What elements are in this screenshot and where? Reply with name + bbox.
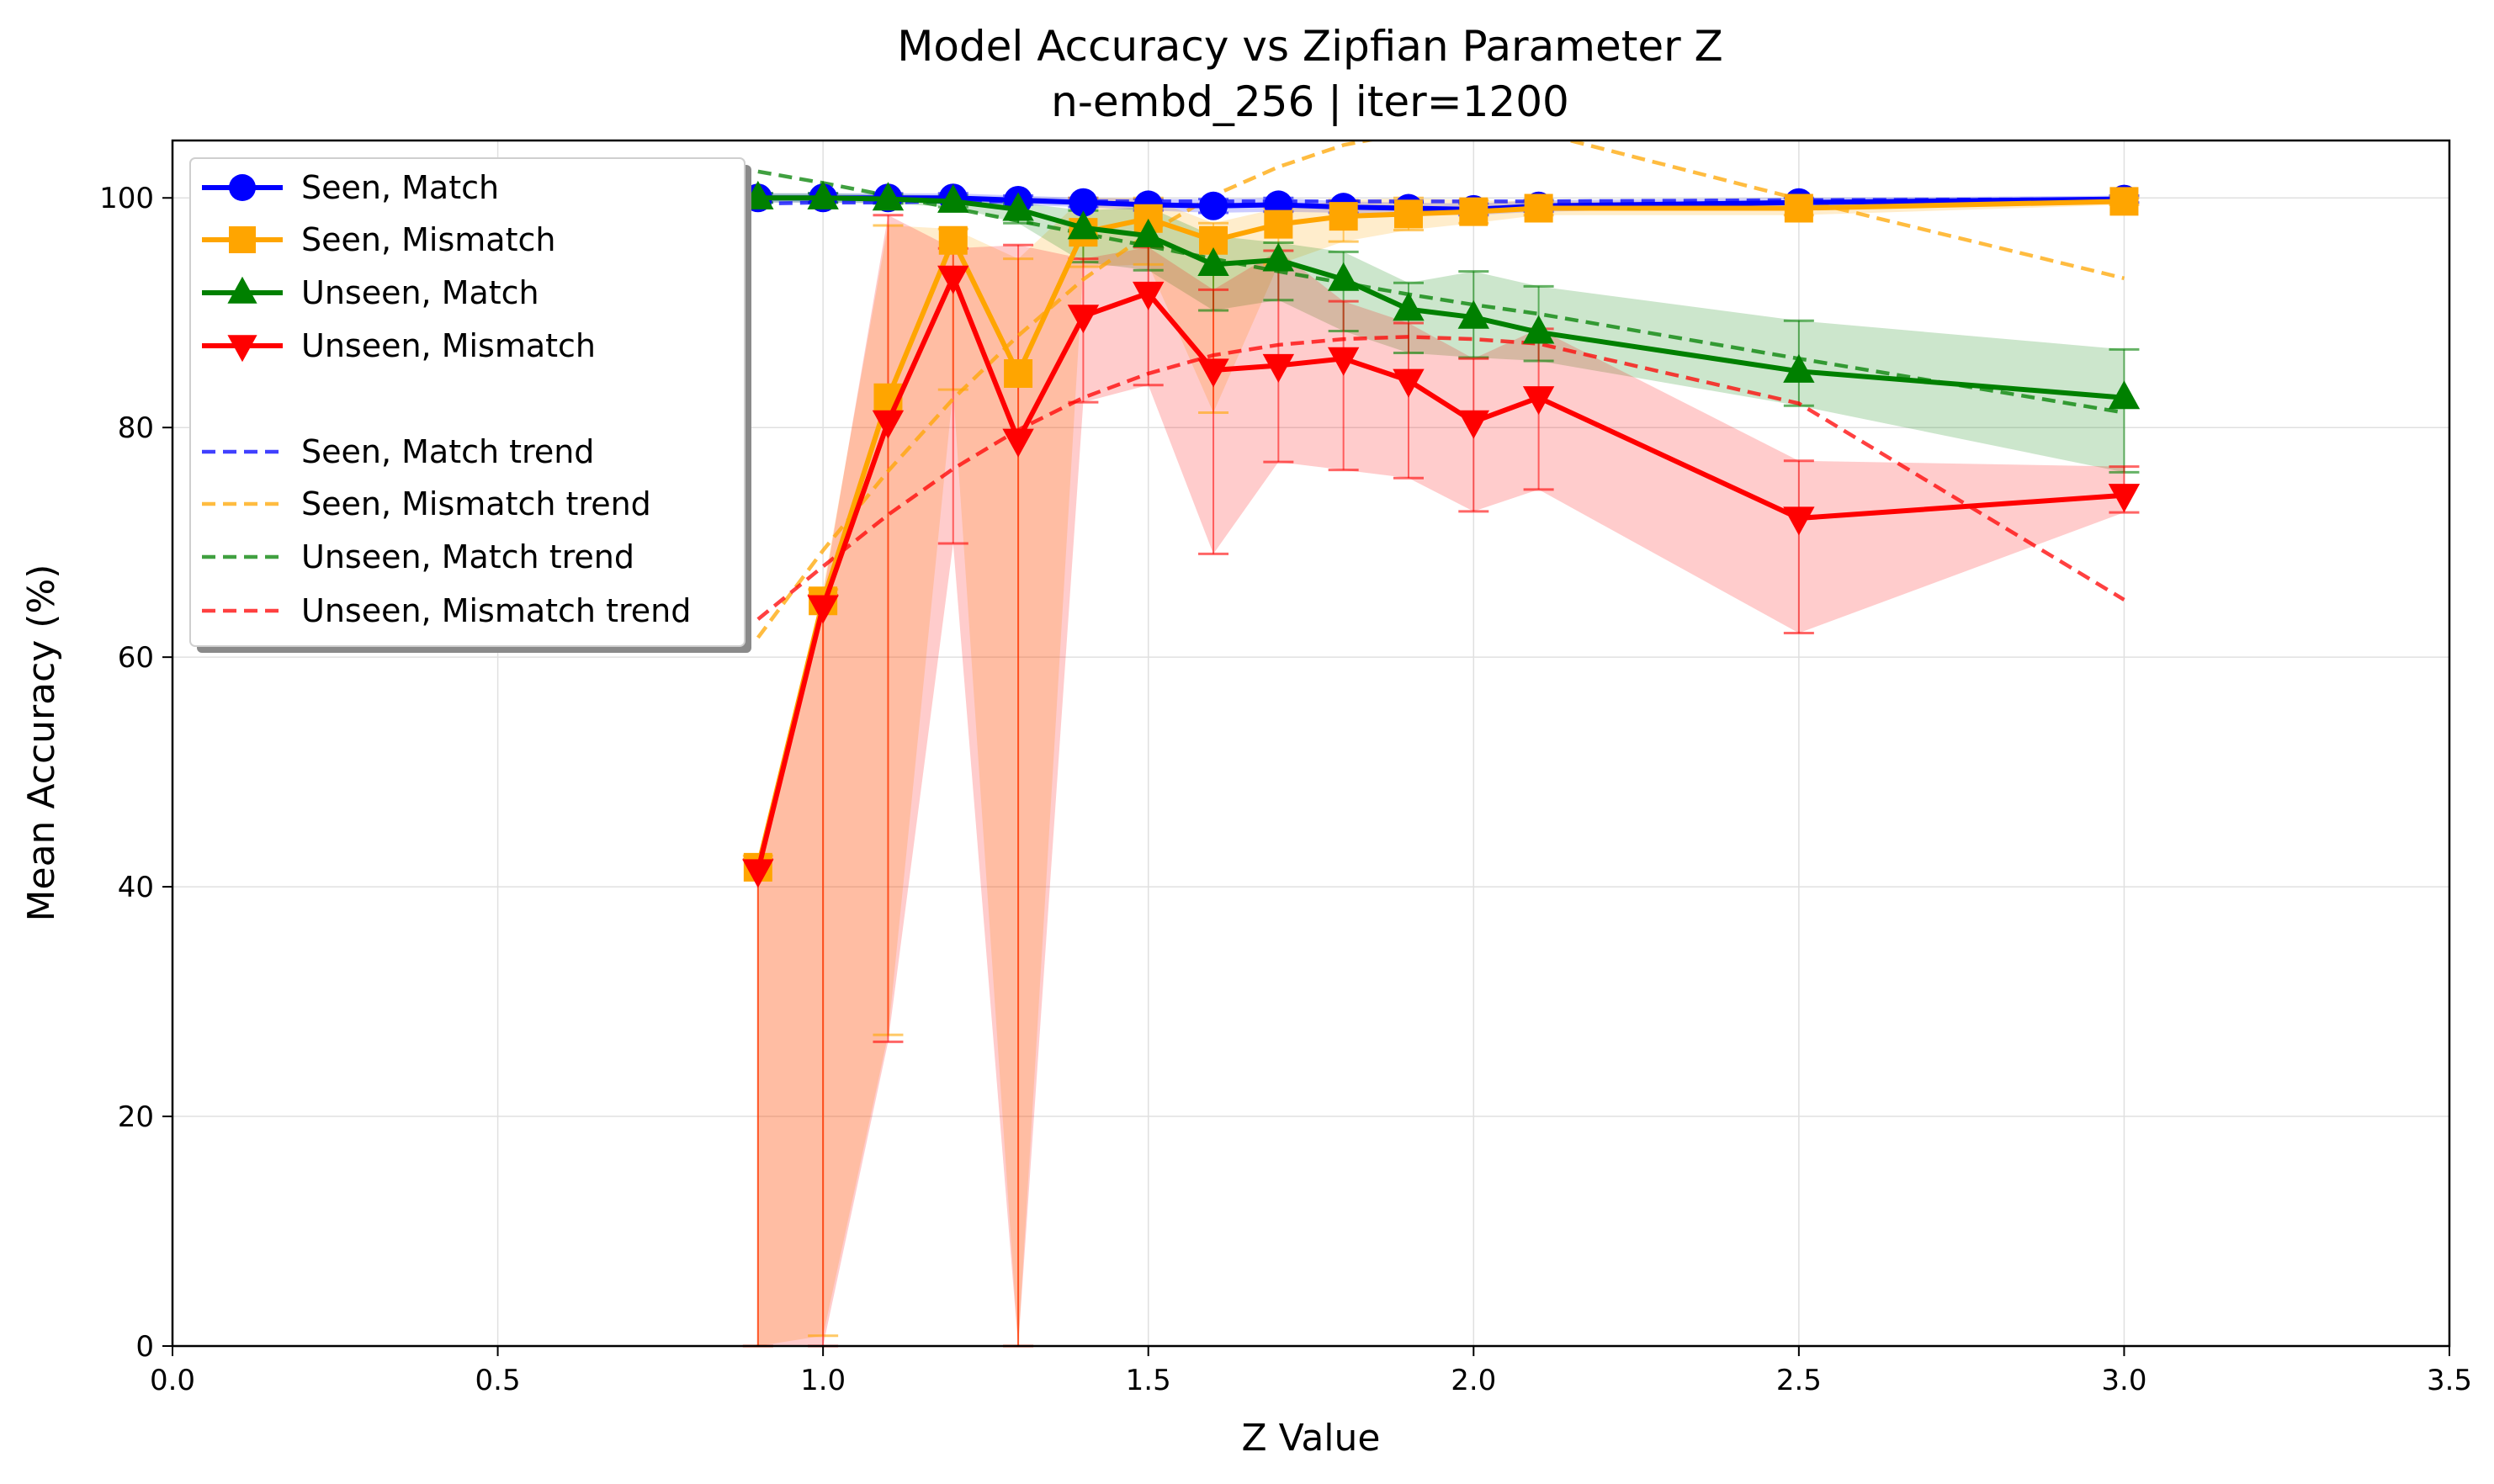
data-point — [1264, 209, 1293, 239]
x-axis-label: Z Value — [1242, 1417, 1381, 1460]
legend-box — [189, 157, 746, 647]
y-tick-label: 0 — [135, 1330, 154, 1364]
legend-label: Seen, Mismatch trend — [301, 485, 651, 522]
data-point — [1457, 299, 1489, 329]
confidence-band — [757, 198, 2125, 1347]
data-point — [1069, 188, 1098, 217]
data-point — [1067, 305, 1100, 334]
confidence-bands — [757, 193, 2125, 1347]
data-point — [1784, 193, 1813, 223]
legend-marker — [227, 335, 257, 363]
data-point — [1393, 368, 1425, 398]
confidence-band — [757, 193, 2125, 215]
x-tick-label: 2.0 — [1451, 1364, 1496, 1397]
data-point — [872, 182, 905, 211]
legend-label: Seen, Match trend — [301, 433, 594, 470]
plot-frame — [171, 139, 2451, 1348]
legend-label: Seen, Mismatch — [301, 221, 555, 258]
data-point — [872, 410, 905, 439]
x-tick-label: 2.5 — [1776, 1364, 1822, 1397]
legend-marker — [229, 226, 256, 253]
data-point — [1262, 242, 1295, 272]
data-point — [807, 595, 839, 624]
data-point — [1199, 191, 1228, 220]
trend-line — [756, 335, 2125, 621]
data-point — [1002, 192, 1034, 221]
data-point — [1133, 204, 1163, 233]
y-tick-label: 80 — [118, 411, 154, 445]
data-point — [1199, 225, 1228, 255]
data-point — [1067, 210, 1100, 240]
data-point — [937, 265, 969, 294]
legend-label: Unseen, Mismatch trend — [301, 592, 691, 629]
legend-label: Unseen, Match — [301, 274, 539, 311]
legend-label: Unseen, Match trend — [301, 538, 634, 575]
y-axis-ticks: 0 20 40 60 80 100 — [99, 182, 172, 1364]
x-tick-label: 0.0 — [150, 1364, 195, 1397]
data-point — [1002, 428, 1034, 458]
data-point — [1329, 202, 1358, 231]
legend: Seen, Match Seen, Mismatch Unseen, Match Un… — [189, 157, 751, 653]
legend-label: Seen, Match — [301, 169, 499, 206]
data-series — [742, 180, 2141, 888]
x-axis-ticks: 0.0 0.5 1.0 1.5 2.0 2.5 3.0 3.5 — [150, 1346, 2472, 1397]
legend-marker — [227, 276, 257, 304]
y-tick-label: 60 — [118, 641, 154, 675]
y-tick-label: 100 — [99, 182, 154, 215]
x-tick-label: 3.5 — [2427, 1364, 2472, 1397]
legend-marker — [229, 174, 256, 201]
chart-title: Model Accuracy vs Zipfian Parameter Z — [897, 22, 1723, 71]
data-point — [2108, 380, 2141, 410]
data-point — [1327, 262, 1360, 291]
x-tick-label: 1.0 — [800, 1364, 846, 1397]
confidence-band — [757, 215, 2125, 1347]
chart-subtitle: n-embd_256 | iter=1200 — [1051, 77, 1569, 126]
confidence-band — [757, 193, 2125, 473]
x-tick-label: 0.5 — [475, 1364, 521, 1397]
data-point — [1522, 315, 1555, 344]
data-point — [1459, 197, 1488, 226]
x-tick-label: 3.0 — [2101, 1364, 2146, 1397]
data-point — [1457, 410, 1489, 439]
data-point — [1133, 218, 1165, 247]
data-point — [1004, 359, 1033, 389]
data-point — [1783, 353, 1815, 383]
data-point — [2109, 187, 2139, 216]
data-point — [938, 225, 968, 255]
data-point — [937, 183, 969, 213]
legend-items: Seen, Match Seen, Mismatch Unseen, Match Un… — [202, 169, 691, 629]
y-tick-label: 40 — [118, 871, 154, 904]
data-point — [1133, 281, 1165, 310]
data-point — [1197, 358, 1229, 388]
x-tick-label: 1.5 — [1126, 1364, 1171, 1397]
data-point — [742, 859, 774, 888]
y-axis-label: Mean Accuracy (%) — [20, 564, 63, 922]
data-point — [1393, 292, 1425, 321]
data-point — [1327, 347, 1360, 376]
data-point — [1524, 193, 1553, 223]
data-point — [1522, 386, 1555, 416]
y-tick-label: 20 — [118, 1100, 154, 1134]
data-point — [1393, 199, 1423, 229]
data-point — [1783, 506, 1815, 536]
data-point — [1262, 353, 1295, 383]
data-point — [807, 180, 839, 209]
data-point — [2108, 484, 2141, 513]
data-point — [1197, 246, 1229, 276]
legend-label: Unseen, Mismatch — [301, 327, 596, 364]
